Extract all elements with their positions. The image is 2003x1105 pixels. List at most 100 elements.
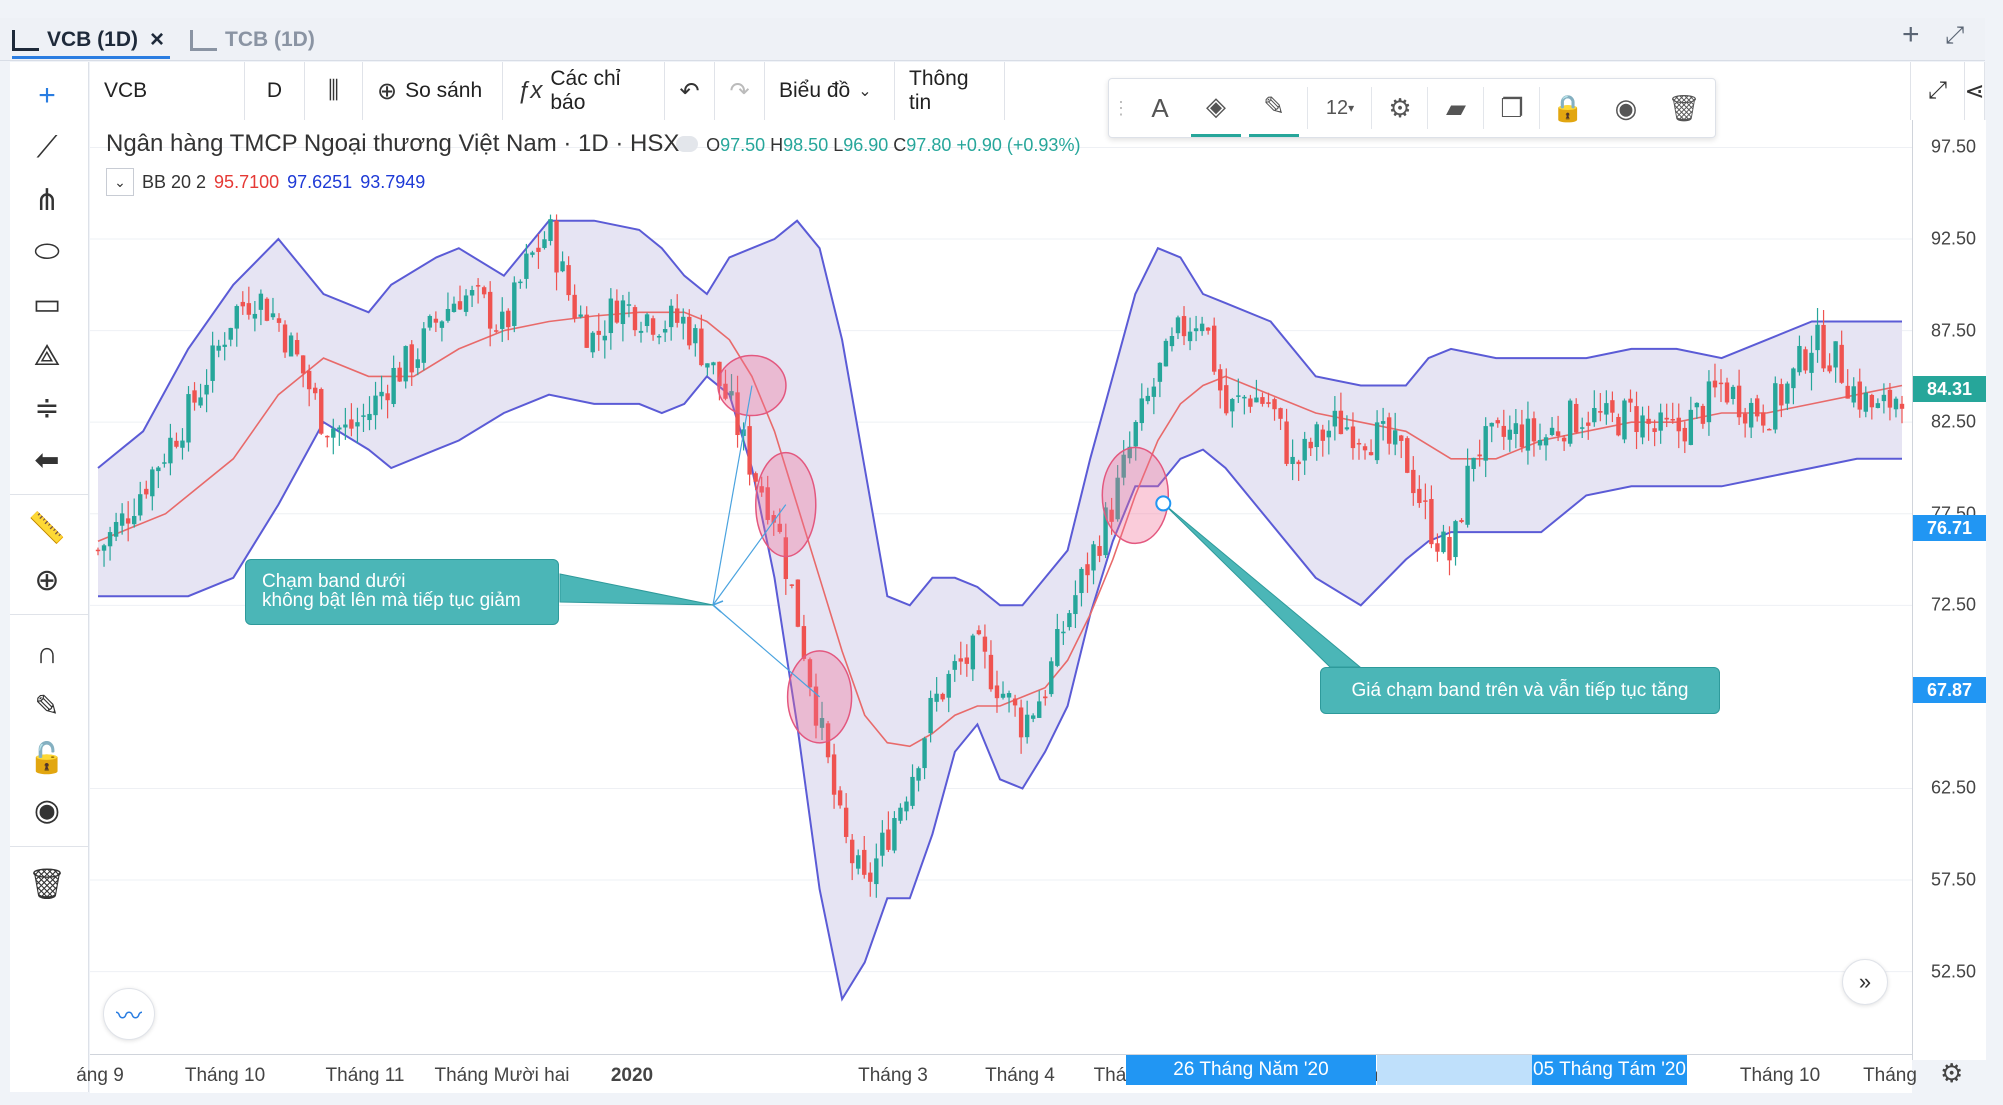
drag-handle-icon[interactable]: ⋮ [1112,97,1130,118]
candle-body [1899,403,1905,409]
candle-body [192,390,197,403]
trend-line-icon[interactable]: ⟋ [36,131,58,164]
settings-gear-icon[interactable]: ⚙ [1388,92,1412,123]
candle-body [1260,397,1265,404]
pitchfork-icon[interactable]: ⋔ [34,183,60,217]
price-axis[interactable]: 97.50 92.50 87.50 82.50 77.50 72.50 62.50 57.50… [1912,120,1986,1060]
magnet-icon[interactable]: ∩ [36,637,58,670]
share-button[interactable]: ⋖ [1964,62,1985,120]
template-icon[interactable]: ▰ [1446,92,1466,123]
indicator-legend: ⌄ BB 20 2 95.7100 97.6251 93.7949 [106,168,425,196]
candle-body [1471,457,1476,470]
candle-body [1712,380,1718,388]
candle-body [1628,398,1633,403]
candle-body [1839,344,1844,383]
clone-icon[interactable]: ❐ [1500,92,1524,123]
candle-body [1133,421,1138,447]
chart-canvas[interactable] [90,120,1912,1054]
candle-body [144,488,149,495]
close-icon[interactable]: × [150,26,165,53]
ruler-icon[interactable]: 📏 [28,511,66,545]
candle-body [705,363,710,368]
candle-body [1453,521,1458,558]
candle-body [524,253,529,279]
chart-menu-button[interactable]: Biểu đồ ⌄ [765,62,895,120]
candle-body [1809,352,1814,373]
eye-icon[interactable]: ◉ [33,793,61,827]
annotation-callout-right[interactable]: Giá chạm band trên và vẫn tiếp tục tăng [1320,667,1720,714]
candle-body [331,428,336,438]
candle-body [1736,385,1742,418]
compare-button[interactable]: ⊕ So sánh [363,62,503,120]
candle-body [433,318,439,323]
candle-body [427,315,433,328]
back-arrow-icon[interactable]: ⬅ [34,443,60,477]
unlock-icon[interactable]: 🔓 [28,741,66,775]
symbol-search[interactable]: VCB [90,62,245,120]
candle-body [693,328,698,344]
ohlc-values: O97.50 H98.50 L96.90 C97.80 +0.90 (+0.93… [706,135,1080,155]
text-tool-icon[interactable]: A [1151,92,1169,123]
candle-body [1374,422,1380,461]
settings-gear-icon[interactable]: ⚙ [1940,1058,1964,1088]
candle-body [1887,389,1893,408]
time-axis[interactable]: áng 9 Tháng 10 Tháng 11 Tháng Mười hai 2020 T… [76,1054,1917,1093]
close-label: C [893,135,907,155]
candle-body [1646,418,1651,424]
font-size-select[interactable]: 12 ▾ [1325,96,1355,119]
candle-body [632,307,638,331]
candle-body [813,686,819,726]
time-tick-label: Tháng 4 [985,1065,1055,1086]
measure-levels-icon[interactable]: ≑ [34,391,60,425]
fullscreen-icon[interactable]: ⤢ [1945,22,1965,49]
indicators-button[interactable]: ƒx Các chỉ báo [503,62,665,120]
info-button[interactable]: Thông tin [895,62,1005,120]
line-color-icon[interactable]: ✎ [1249,79,1299,137]
candle-body [1411,469,1416,494]
tab-tcb[interactable]: TCB (1D) [190,24,315,56]
fill-color-icon[interactable]: ◈ [1191,79,1241,137]
candle-body [1326,430,1332,438]
visibility-eye-icon[interactable]: ◉ [1614,92,1638,123]
candle-body [1368,452,1374,456]
candle-body [590,332,595,353]
candle-body [1012,698,1018,706]
candle-body [1284,421,1289,464]
tradingview-logo-icon[interactable]: 〰 [103,988,155,1040]
chart-style-button[interactable]: ⫼ [305,62,363,120]
chevron-down-icon[interactable]: ⌄ [106,168,134,196]
highlight-ellipse[interactable] [1101,446,1170,545]
undo-button[interactable]: ↶ [665,62,715,120]
text-note-icon[interactable]: ▭ [32,287,62,321]
interval-button[interactable]: D [245,62,305,120]
redo-button[interactable]: ↷ [715,62,765,120]
candle-body [1875,403,1881,408]
candle-body [138,494,143,516]
trash-icon[interactable]: 🗑 [27,867,67,901]
annotation-callout-left[interactable]: Chạm band dưới không bật lên mà tiếp tục… [245,559,559,625]
tab-vcb[interactable]: VCB (1D) × [12,24,171,59]
fit-screen-button[interactable]: ⤢ [1910,62,1965,120]
anchor-point[interactable] [1155,495,1172,512]
chevron-down-icon: ⌄ [858,83,872,100]
candle-body [620,300,626,325]
collapse-legend-icon[interactable] [676,136,698,152]
candle-body [481,287,487,295]
scroll-to-realtime-icon[interactable]: » [1842,959,1888,1005]
candle-body [319,389,324,434]
candle-body [584,314,589,348]
crosshair-icon[interactable]: + [38,79,56,112]
price-tick-label: 87.50 [1930,320,1976,341]
pattern-icon[interactable]: ⟁ [33,339,61,372]
candle-body [1881,394,1887,402]
candle-body [494,330,499,332]
lock-icon[interactable]: 🔒 [1551,92,1585,123]
zoom-in-icon[interactable]: ⊕ [34,563,60,597]
shape-icon[interactable]: ⬭ [34,235,60,268]
candle-body [325,435,330,438]
lock-drawing-icon[interactable]: ✎ [34,689,60,723]
callout-left-line1: Chạm band dưới [262,571,406,592]
candle-body [1622,400,1627,440]
delete-trash-icon[interactable]: 🗑 [1667,92,1701,123]
add-tab-icon[interactable]: + [1902,18,1920,51]
